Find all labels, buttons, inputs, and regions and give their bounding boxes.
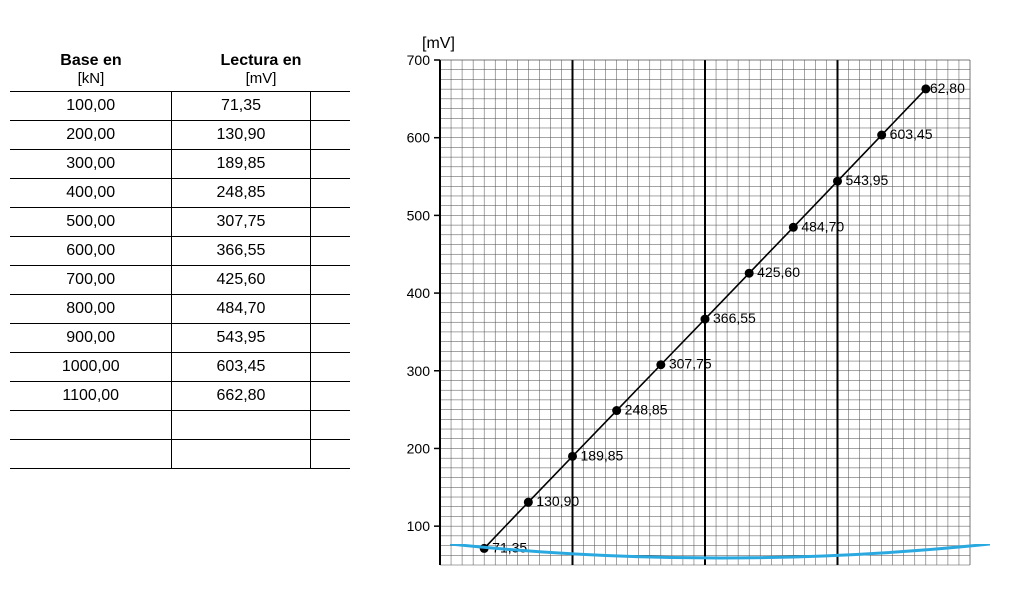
cell-base: 400,00 bbox=[10, 179, 172, 208]
cell-empty bbox=[310, 324, 350, 353]
cell-lectura: 71,35 bbox=[172, 92, 310, 121]
col1-unit: [kN] bbox=[18, 70, 164, 91]
cell-lectura: 307,75 bbox=[172, 208, 310, 237]
data-point bbox=[789, 223, 798, 232]
cell-empty bbox=[10, 411, 172, 440]
cell-empty bbox=[310, 179, 350, 208]
chart-svg: 100200300400500600700[mV]71,35130,90189,… bbox=[370, 20, 990, 580]
data-point bbox=[701, 315, 710, 324]
point-label: 248,85 bbox=[625, 402, 668, 418]
table-row: 200,00130,90 bbox=[10, 121, 350, 150]
col1-header-text: Base en bbox=[60, 52, 121, 69]
point-label: 366,55 bbox=[713, 310, 756, 326]
cell-lectura: 189,85 bbox=[172, 150, 310, 179]
table-row: 700,00425,60 bbox=[10, 266, 350, 295]
cell-base: 900,00 bbox=[10, 324, 172, 353]
data-point bbox=[656, 360, 665, 369]
cell-base: 500,00 bbox=[10, 208, 172, 237]
point-label: 603,45 bbox=[890, 126, 933, 142]
col1-header: Base en [kN] bbox=[10, 50, 172, 92]
table-row: 900,00543,95 bbox=[10, 324, 350, 353]
table-row: 400,00248,85 bbox=[10, 179, 350, 208]
table-row: 300,00189,85 bbox=[10, 150, 350, 179]
cell-empty bbox=[172, 440, 310, 469]
chart-container: 100200300400500600700[mV]71,35130,90189,… bbox=[370, 20, 990, 580]
table-row: 1000,00603,45 bbox=[10, 353, 350, 382]
table-row: 1100,00662,80 bbox=[10, 382, 350, 411]
y-tick-label: 100 bbox=[407, 518, 431, 534]
y-axis-label: [mV] bbox=[422, 35, 455, 52]
cell-lectura: 248,85 bbox=[172, 179, 310, 208]
table-row: 500,00307,75 bbox=[10, 208, 350, 237]
cell-base: 700,00 bbox=[10, 266, 172, 295]
col2-header-text: Lectura en bbox=[221, 52, 302, 69]
cell-lectura: 366,55 bbox=[172, 237, 310, 266]
y-tick-label: 200 bbox=[407, 440, 431, 456]
cell-empty bbox=[310, 150, 350, 179]
data-table-container: Base en [kN] Lectura en [mV] 100,0071,35… bbox=[10, 20, 350, 469]
data-point bbox=[745, 269, 754, 278]
col2-unit: [mV] bbox=[180, 70, 342, 91]
data-table: Base en [kN] Lectura en [mV] 100,0071,35… bbox=[10, 50, 350, 469]
cell-empty bbox=[310, 237, 350, 266]
y-tick-label: 700 bbox=[407, 52, 431, 68]
bottom-accent-curve bbox=[450, 544, 990, 562]
point-label: 189,85 bbox=[581, 447, 624, 463]
table-row: 800,00484,70 bbox=[10, 295, 350, 324]
cell-empty bbox=[310, 208, 350, 237]
cell-empty bbox=[310, 92, 350, 121]
cell-empty bbox=[310, 295, 350, 324]
data-point bbox=[568, 452, 577, 461]
cell-base: 1100,00 bbox=[10, 382, 172, 411]
data-point bbox=[877, 131, 886, 140]
data-point bbox=[833, 177, 842, 186]
table-row-blank bbox=[10, 411, 350, 440]
point-label: 130,90 bbox=[536, 493, 579, 509]
cell-base: 600,00 bbox=[10, 237, 172, 266]
point-label: 484,70 bbox=[801, 218, 844, 234]
col2-header: Lectura en [mV] bbox=[172, 50, 350, 92]
cell-empty bbox=[172, 411, 310, 440]
cell-lectura: 425,60 bbox=[172, 266, 310, 295]
table-body: 100,0071,35200,00130,90300,00189,85400,0… bbox=[10, 92, 350, 469]
point-label: 543,95 bbox=[846, 172, 889, 188]
cell-base: 1000,00 bbox=[10, 353, 172, 382]
point-label: 62,80 bbox=[930, 80, 965, 96]
cell-lectura: 130,90 bbox=[172, 121, 310, 150]
cell-lectura: 662,80 bbox=[172, 382, 310, 411]
cell-lectura: 603,45 bbox=[172, 353, 310, 382]
cell-base: 800,00 bbox=[10, 295, 172, 324]
cell-base: 200,00 bbox=[10, 121, 172, 150]
table-row: 100,0071,35 bbox=[10, 92, 350, 121]
cell-base: 100,00 bbox=[10, 92, 172, 121]
data-point bbox=[612, 406, 621, 415]
cell-lectura: 543,95 bbox=[172, 324, 310, 353]
cell-base: 300,00 bbox=[10, 150, 172, 179]
y-tick-label: 400 bbox=[407, 285, 431, 301]
table-row: 600,00366,55 bbox=[10, 237, 350, 266]
y-tick-label: 500 bbox=[407, 207, 431, 223]
cell-lectura: 484,70 bbox=[172, 295, 310, 324]
cell-empty bbox=[310, 353, 350, 382]
y-tick-label: 600 bbox=[407, 130, 431, 146]
cell-empty bbox=[310, 382, 350, 411]
point-label: 307,75 bbox=[669, 356, 712, 372]
point-label: 425,60 bbox=[757, 264, 800, 280]
cell-empty bbox=[310, 411, 350, 440]
cell-empty bbox=[310, 121, 350, 150]
cell-empty bbox=[10, 440, 172, 469]
data-point bbox=[524, 498, 533, 507]
cell-empty bbox=[310, 440, 350, 469]
y-tick-label: 300 bbox=[407, 363, 431, 379]
cell-empty bbox=[310, 266, 350, 295]
table-row-blank bbox=[10, 440, 350, 469]
